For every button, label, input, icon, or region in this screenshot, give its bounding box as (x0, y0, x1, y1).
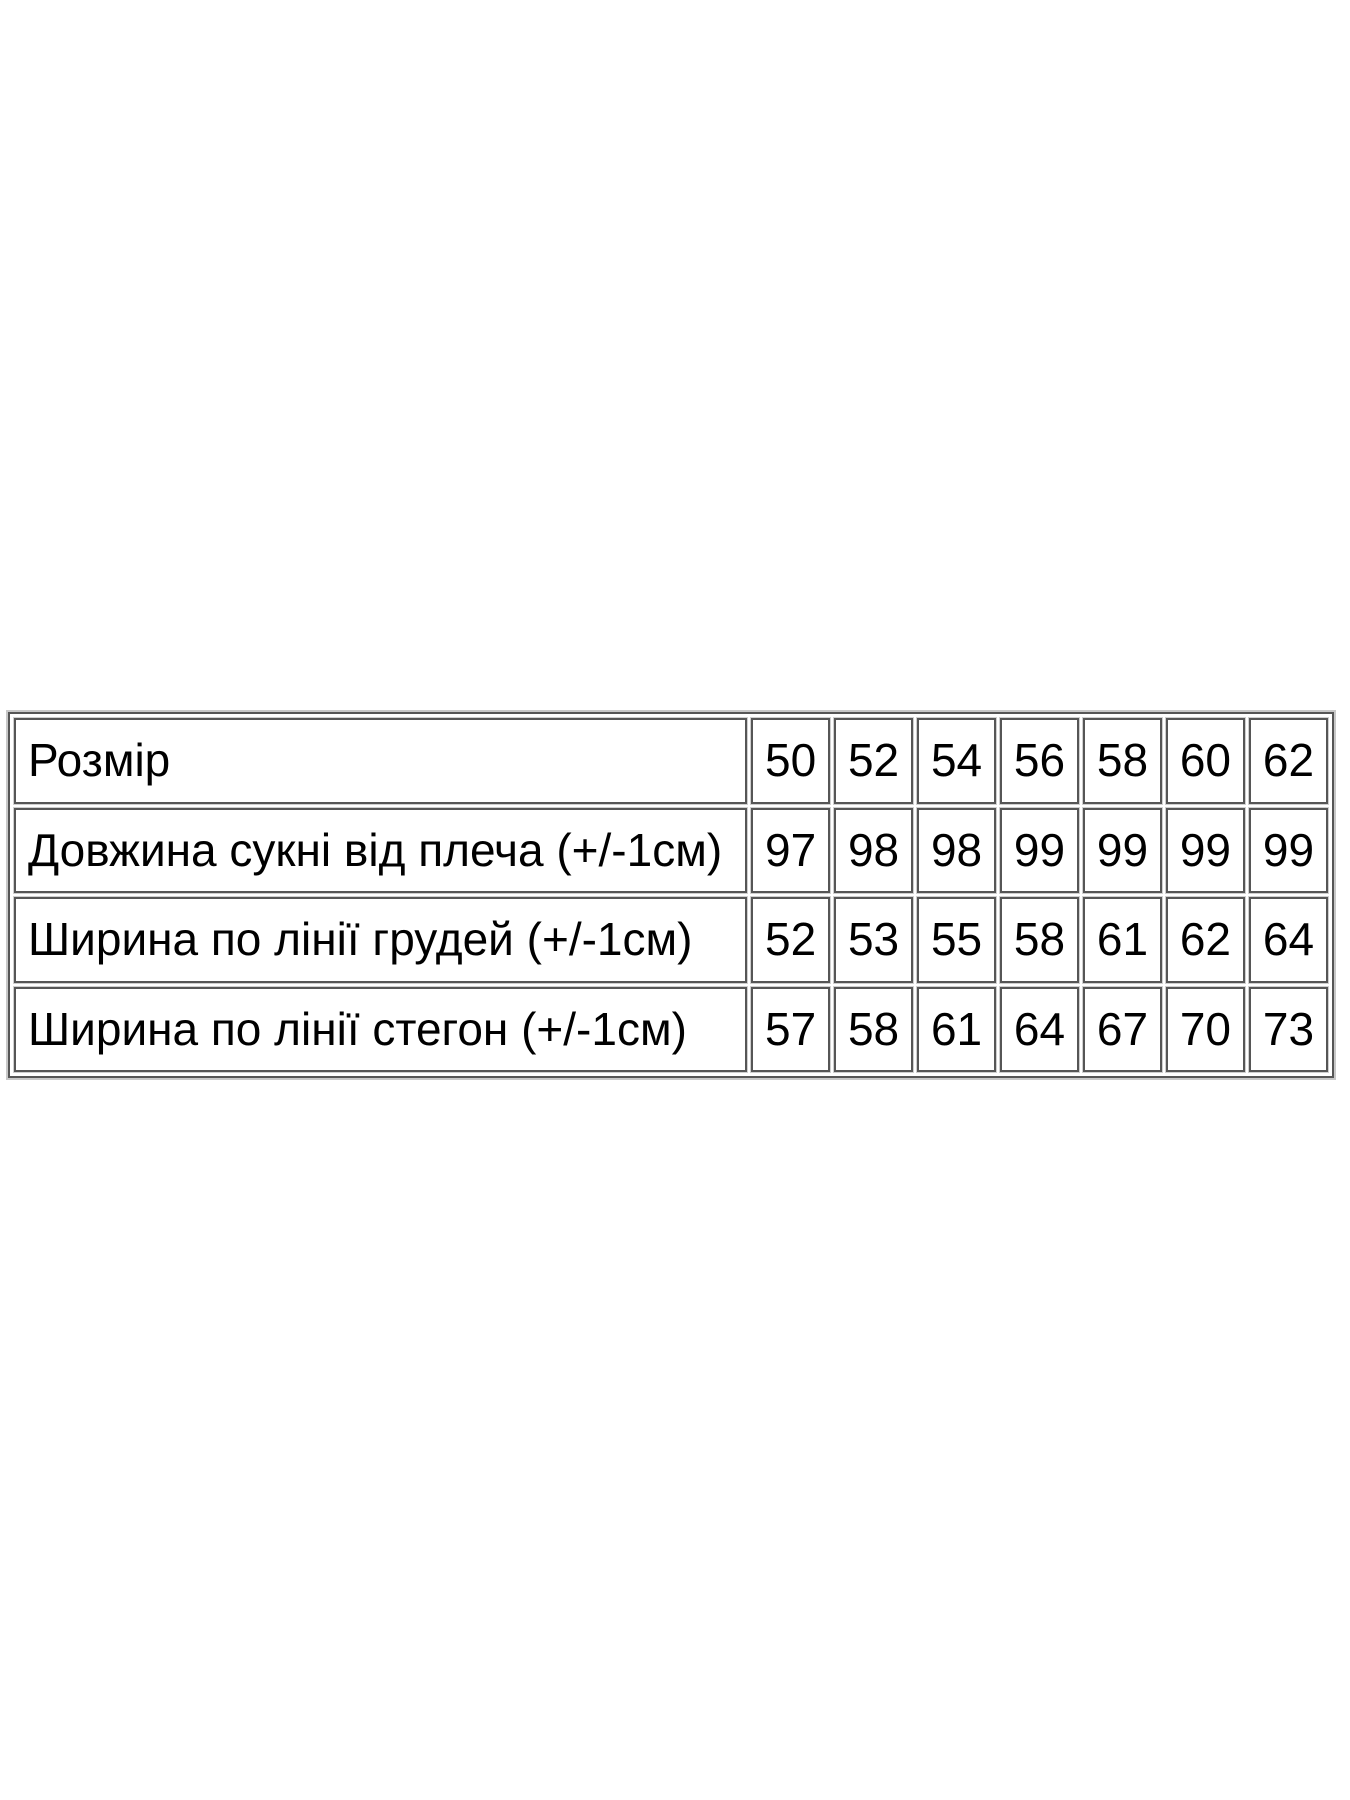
value-cell: 57 (751, 986, 831, 1072)
value-cell: 98 (917, 807, 997, 893)
table-row-chest-width: Ширина по лінії грудей (+/-1см) 52 53 55… (14, 897, 1328, 983)
table-row-hip-width: Ширина по лінії стегон (+/-1см) 57 58 61… (14, 986, 1328, 1072)
value-cell: 98 (834, 807, 914, 893)
value-cell: 97 (751, 807, 831, 893)
row-label-hip-width: Ширина по лінії стегон (+/-1см) (14, 986, 748, 1072)
value-cell: 61 (917, 986, 997, 1072)
row-label-dress-length: Довжина сукні від плеча (+/-1см) (14, 807, 748, 893)
table-row-dress-length: Довжина сукні від плеча (+/-1см) 97 98 9… (14, 807, 1328, 893)
value-cell: 58 (834, 986, 914, 1072)
value-cell: 52 (834, 718, 914, 804)
value-cell: 56 (1000, 718, 1079, 804)
value-cell: 64 (1248, 897, 1328, 983)
value-cell: 62 (1248, 718, 1328, 804)
value-cell: 55 (917, 897, 997, 983)
value-cell: 58 (1000, 897, 1079, 983)
value-cell: 99 (1165, 807, 1245, 893)
value-cell: 61 (1082, 897, 1162, 983)
value-cell: 62 (1165, 897, 1245, 983)
value-cell: 70 (1165, 986, 1245, 1072)
value-cell: 58 (1082, 718, 1162, 804)
table-row-size: Розмір 50 52 54 56 58 60 62 (14, 718, 1328, 804)
value-cell: 64 (1000, 986, 1079, 1072)
size-table: Розмір 50 52 54 56 58 60 62 Довжина сукн… (8, 712, 1334, 1078)
value-cell: 99 (1000, 807, 1079, 893)
value-cell: 99 (1248, 807, 1328, 893)
value-cell: 73 (1248, 986, 1328, 1072)
value-cell: 99 (1082, 807, 1162, 893)
value-cell: 50 (751, 718, 831, 804)
value-cell: 60 (1165, 718, 1245, 804)
value-cell: 67 (1082, 986, 1162, 1072)
row-label-size: Розмір (14, 718, 748, 804)
value-cell: 54 (917, 718, 997, 804)
row-label-chest-width: Ширина по лінії грудей (+/-1см) (14, 897, 748, 983)
value-cell: 52 (751, 897, 831, 983)
value-cell: 53 (834, 897, 914, 983)
